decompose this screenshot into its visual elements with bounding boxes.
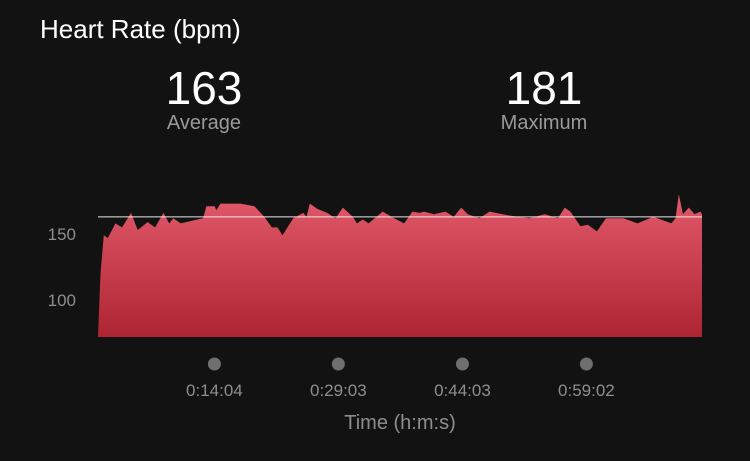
x-tick-label: 0:14:04	[186, 381, 243, 400]
average-value: 163	[165, 62, 243, 114]
x-axis-title: Time (h:m:s)	[344, 412, 455, 434]
average-label: Average	[166, 112, 242, 134]
average-stat: 163 Average	[104, 62, 304, 135]
x-tick-label: 0:59:02	[558, 381, 615, 400]
maximum-label: Maximum	[500, 112, 588, 134]
chart-title: Heart Rate (bpm)	[40, 14, 241, 44]
x-tick-label: 0:44:03	[434, 381, 491, 400]
x-tick-marker[interactable]	[455, 357, 469, 371]
x-tick-label: 0:29:03	[310, 381, 367, 400]
maximum-stat: 181 Maximum	[444, 62, 644, 135]
x-tick-marker[interactable]	[331, 357, 345, 371]
y-tick-label: 150	[48, 225, 76, 244]
heart-rate-area	[98, 194, 702, 337]
x-tick-marker[interactable]	[207, 357, 221, 371]
y-tick-label: 100	[48, 291, 76, 310]
x-tick-marker[interactable]	[579, 357, 593, 371]
maximum-value: 181	[505, 62, 583, 114]
